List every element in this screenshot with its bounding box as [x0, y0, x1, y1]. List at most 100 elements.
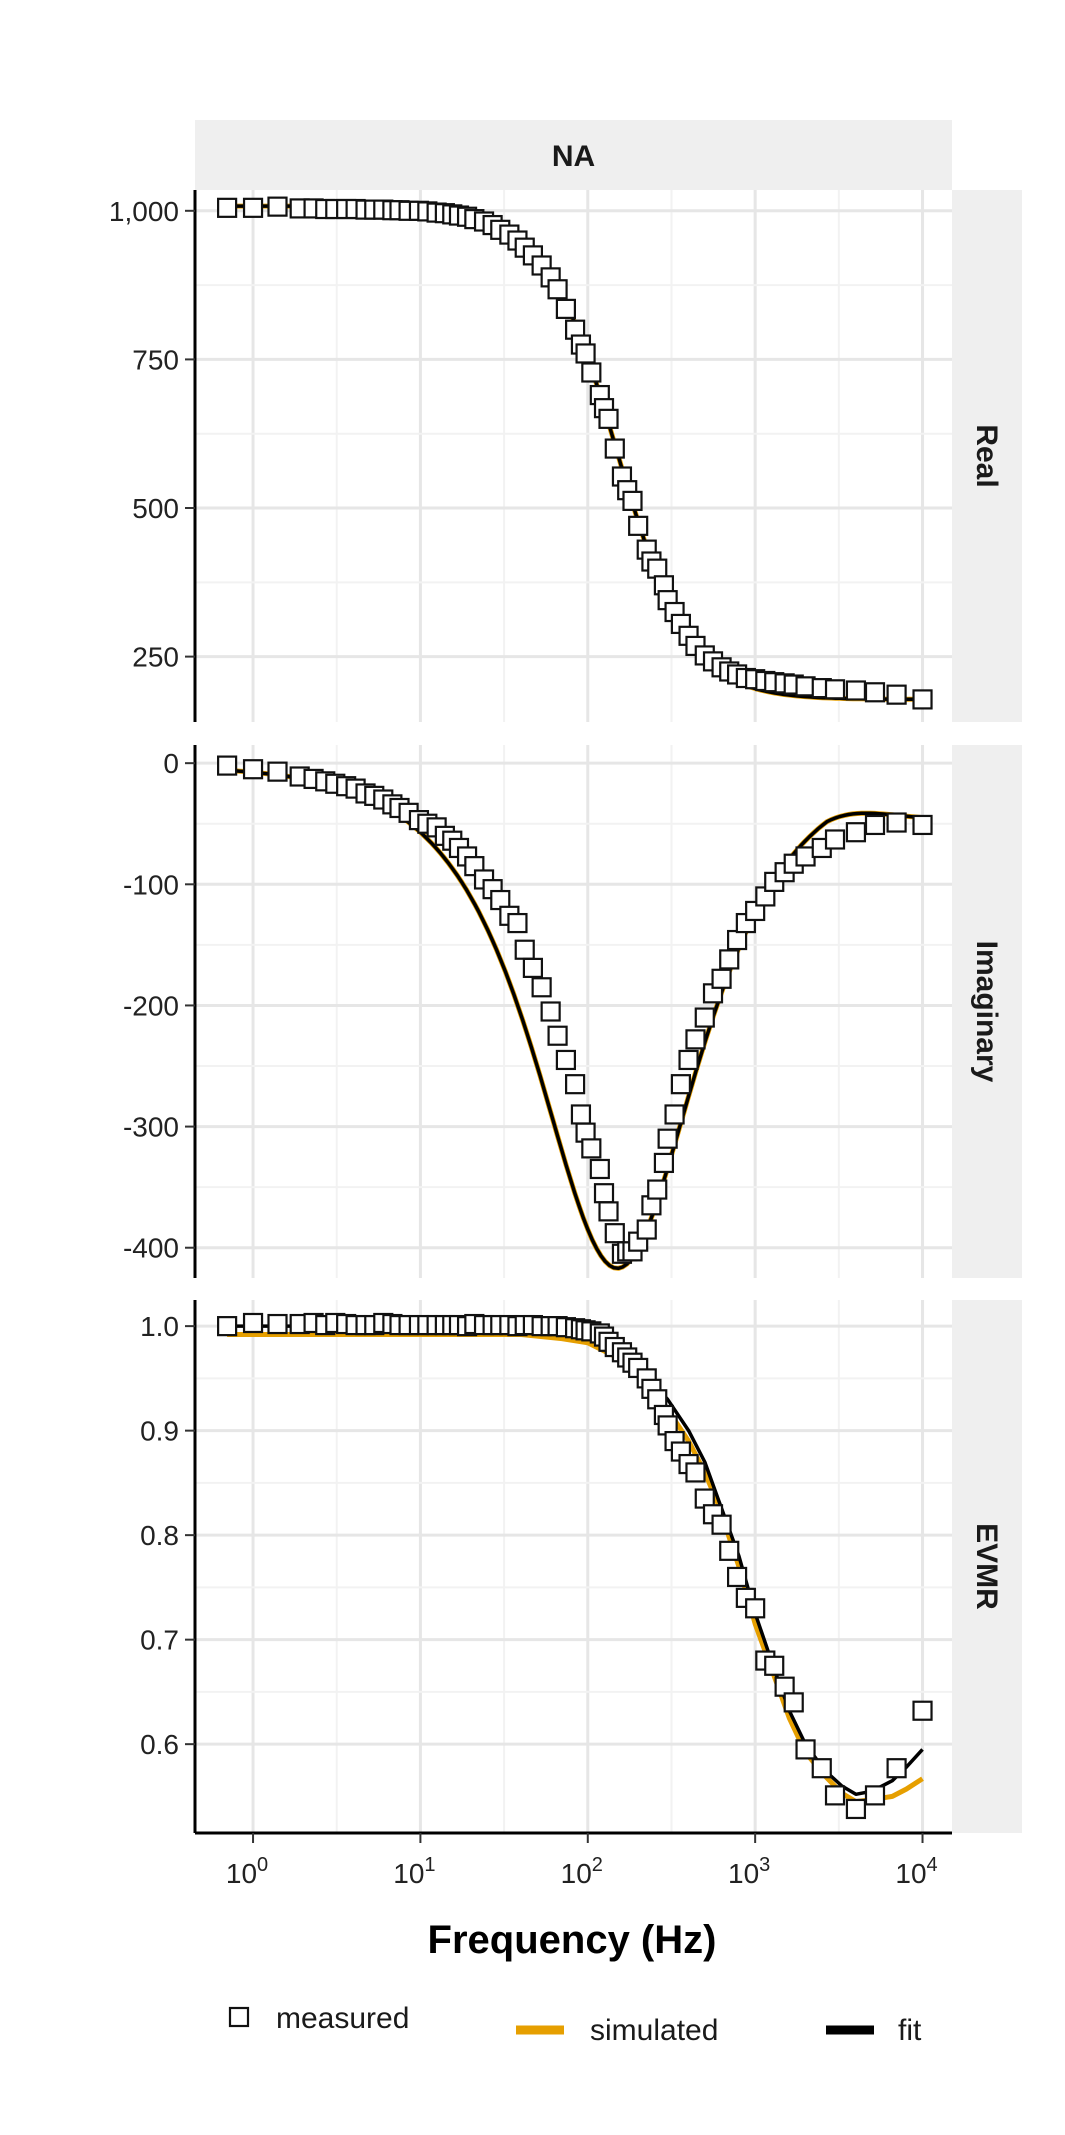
- y-tick-label: 0.6: [140, 1729, 179, 1760]
- data-point: [604, 1223, 625, 1244]
- data-point: [593, 1183, 615, 1204]
- x-tick-base: 10: [728, 1858, 759, 1889]
- panel-imaginary: 0 -100 -200 -300 -400 Imaginary: [123, 745, 1022, 1278]
- data-point: [267, 1313, 288, 1335]
- data-point: [653, 1152, 675, 1174]
- y-tick-label: 0.7: [140, 1625, 179, 1656]
- x-tick-base: 10: [561, 1858, 592, 1889]
- x-tick-label: 101: [393, 1854, 435, 1889]
- data-point: [598, 408, 619, 429]
- y-tick-label: 0.8: [140, 1520, 179, 1551]
- x-tick-label: 104: [895, 1854, 937, 1889]
- data-point: [507, 912, 528, 934]
- data-point: [522, 957, 544, 978]
- data-point: [670, 1074, 691, 1095]
- data-point: [514, 939, 535, 960]
- legend-item-simulated: simulated: [516, 2014, 718, 2047]
- y-tick-label: -400: [123, 1233, 179, 1264]
- data-point: [719, 1540, 740, 1561]
- data-point: [719, 949, 740, 970]
- data-point: [570, 1104, 592, 1125]
- data-point: [598, 1201, 619, 1222]
- grid: [195, 1300, 952, 1833]
- data-point: [694, 1007, 715, 1028]
- data-point: [636, 1219, 657, 1240]
- measured-points: [217, 1312, 933, 1820]
- y-tick-label: 750: [132, 344, 179, 375]
- x-tick-base: 10: [393, 1858, 424, 1889]
- data-point: [811, 1758, 832, 1779]
- legend-label: fit: [898, 2014, 922, 2047]
- data-point: [217, 197, 238, 218]
- data-point: [764, 1655, 785, 1676]
- legend-label: simulated: [590, 2014, 718, 2047]
- data-point: [886, 684, 907, 705]
- data-point: [711, 968, 732, 989]
- data-point: [912, 814, 933, 836]
- data-point: [628, 515, 649, 536]
- data-point: [864, 814, 886, 836]
- data-point: [575, 343, 596, 364]
- data-point: [555, 298, 576, 319]
- data-point: [912, 689, 933, 710]
- data-point: [685, 1029, 706, 1050]
- facet-title: NA: [552, 140, 595, 173]
- data-point: [531, 977, 552, 998]
- y-tick-label: 0.9: [140, 1416, 179, 1447]
- data-point: [217, 1316, 238, 1337]
- panel-strip-bg: [952, 1300, 1022, 1833]
- x-tick-base: 10: [895, 1858, 926, 1889]
- data-point: [622, 490, 643, 511]
- data-point: [824, 1785, 846, 1806]
- data-point: [864, 682, 886, 703]
- x-axis: 100 101 102 103 104: [195, 1831, 952, 1889]
- data-point: [864, 1785, 886, 1806]
- data-point: [824, 829, 846, 850]
- panel-evmr: 0.6 0.7 0.8 0.9 1.0 EVMR: [140, 1300, 1022, 1833]
- panel-real: 250 500 750 1,000 Real: [109, 190, 1022, 722]
- x-tick-exponent: 3: [759, 1854, 770, 1876]
- y-tick-label: -200: [123, 990, 179, 1021]
- data-point: [711, 1514, 732, 1535]
- data-point: [824, 679, 846, 700]
- y-tick-label: 0: [163, 748, 179, 779]
- x-tick-exponent: 4: [927, 1854, 938, 1876]
- legend-label: measured: [276, 2002, 409, 2035]
- x-tick-exponent: 0: [257, 1854, 268, 1876]
- data-point: [647, 558, 668, 579]
- x-tick-exponent: 1: [424, 1854, 435, 1876]
- data-point: [745, 1598, 766, 1619]
- panel-strip-label: EVMR: [970, 1523, 1003, 1610]
- y-tick-label: 250: [132, 642, 179, 673]
- panel-strip-label: Real: [970, 424, 1003, 487]
- data-point: [647, 1179, 668, 1200]
- legend-square-icon: [228, 2006, 250, 2028]
- x-tick-label: 100: [226, 1854, 268, 1889]
- data-point: [555, 1049, 576, 1071]
- data-point: [845, 822, 867, 843]
- measured-points: [217, 755, 933, 1264]
- x-axis-title: Frequency (Hz): [428, 1918, 717, 1962]
- panel-strip-bg: [952, 190, 1022, 722]
- measured-points: [217, 196, 933, 710]
- data-point: [267, 761, 288, 782]
- data-point: [664, 1104, 685, 1125]
- data-point: [685, 1462, 706, 1483]
- data-point: [657, 1128, 678, 1149]
- y-tick-label: -100: [123, 869, 179, 900]
- data-point: [678, 1049, 699, 1071]
- data-point: [547, 279, 568, 300]
- y-tick-label: 1,000: [109, 196, 179, 227]
- data-point: [581, 362, 602, 383]
- data-point: [886, 1758, 907, 1779]
- data-point: [845, 1798, 867, 1820]
- panel-strip-label: Imaginary: [970, 941, 1003, 1083]
- x-tick-base: 10: [226, 1858, 257, 1889]
- x-tick-label: 103: [728, 1854, 770, 1889]
- x-tick-exponent: 2: [592, 1854, 603, 1876]
- data-point: [886, 812, 907, 833]
- y-tick-label: 1.0: [140, 1311, 179, 1342]
- panel-strip-bg: [952, 745, 1022, 1278]
